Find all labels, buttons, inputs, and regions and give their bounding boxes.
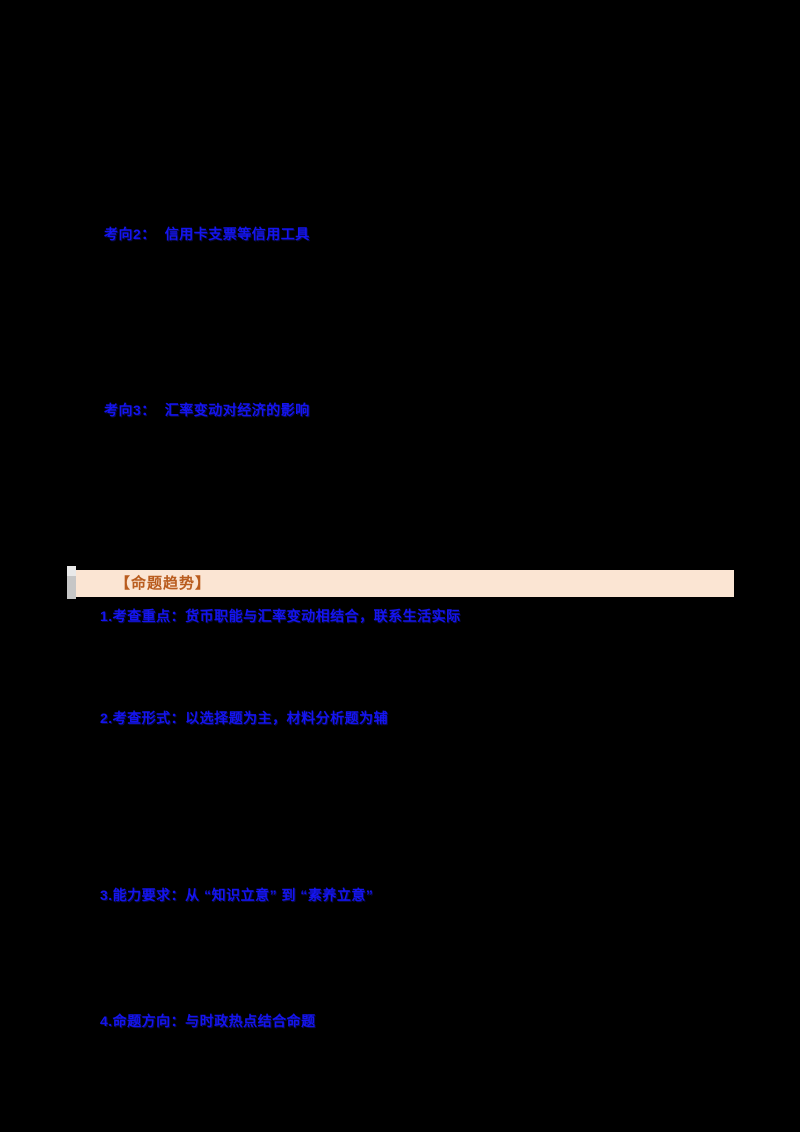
trend-banner-title: 【命题趋势】: [115, 575, 212, 592]
exam-direction-2-title: 汇率变动对经济的影响: [164, 402, 310, 418]
banner-left-edge: [67, 566, 76, 599]
trend-banner: 【命题趋势】: [76, 570, 734, 597]
trend-item-2: 2.考查形式：以选择题为主，材料分析题为辅: [100, 710, 389, 726]
trend-item-1: 1.考查重点：货币职能与汇率变动相结合，联系生活实际: [100, 608, 461, 624]
trend-item-4: 4.命题方向：与时政热点结合命题: [100, 1013, 316, 1029]
exam-direction-1-label: 考向2：: [104, 226, 156, 242]
trend-item-3: 3.能力要求：从 “知识立意” 到 “素养立意”: [100, 887, 374, 903]
exam-direction-1-title: 信用卡支票等信用工具: [164, 226, 310, 242]
exam-direction-2-label: 考向3：: [104, 402, 156, 418]
exam-direction-heading-2: 考向3： 汇率变动对经济的影响: [104, 400, 310, 420]
exam-direction-heading-1: 考向2： 信用卡支票等信用工具: [104, 224, 310, 244]
